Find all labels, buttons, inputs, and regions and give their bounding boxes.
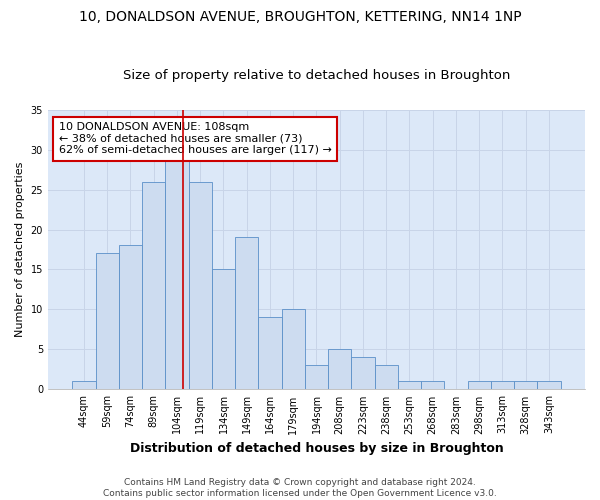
Bar <box>235 238 259 390</box>
Bar <box>491 382 514 390</box>
Bar <box>352 358 374 390</box>
Bar <box>328 350 352 390</box>
Bar <box>305 366 328 390</box>
Title: Size of property relative to detached houses in Broughton: Size of property relative to detached ho… <box>123 69 510 82</box>
X-axis label: Distribution of detached houses by size in Broughton: Distribution of detached houses by size … <box>130 442 503 455</box>
Bar <box>212 270 235 390</box>
Bar <box>538 382 560 390</box>
Text: 10 DONALDSON AVENUE: 108sqm
← 38% of detached houses are smaller (73)
62% of sem: 10 DONALDSON AVENUE: 108sqm ← 38% of det… <box>59 122 332 156</box>
Bar <box>374 366 398 390</box>
Bar <box>467 382 491 390</box>
Bar <box>73 382 95 390</box>
Bar <box>421 382 445 390</box>
Bar <box>398 382 421 390</box>
Bar <box>188 182 212 390</box>
Text: Contains HM Land Registry data © Crown copyright and database right 2024.
Contai: Contains HM Land Registry data © Crown c… <box>103 478 497 498</box>
Bar <box>281 310 305 390</box>
Y-axis label: Number of detached properties: Number of detached properties <box>15 162 25 337</box>
Bar <box>142 182 166 390</box>
Bar <box>95 254 119 390</box>
Bar <box>514 382 538 390</box>
Text: 10, DONALDSON AVENUE, BROUGHTON, KETTERING, NN14 1NP: 10, DONALDSON AVENUE, BROUGHTON, KETTERI… <box>79 10 521 24</box>
Bar <box>259 318 281 390</box>
Bar <box>119 246 142 390</box>
Bar <box>166 158 188 390</box>
